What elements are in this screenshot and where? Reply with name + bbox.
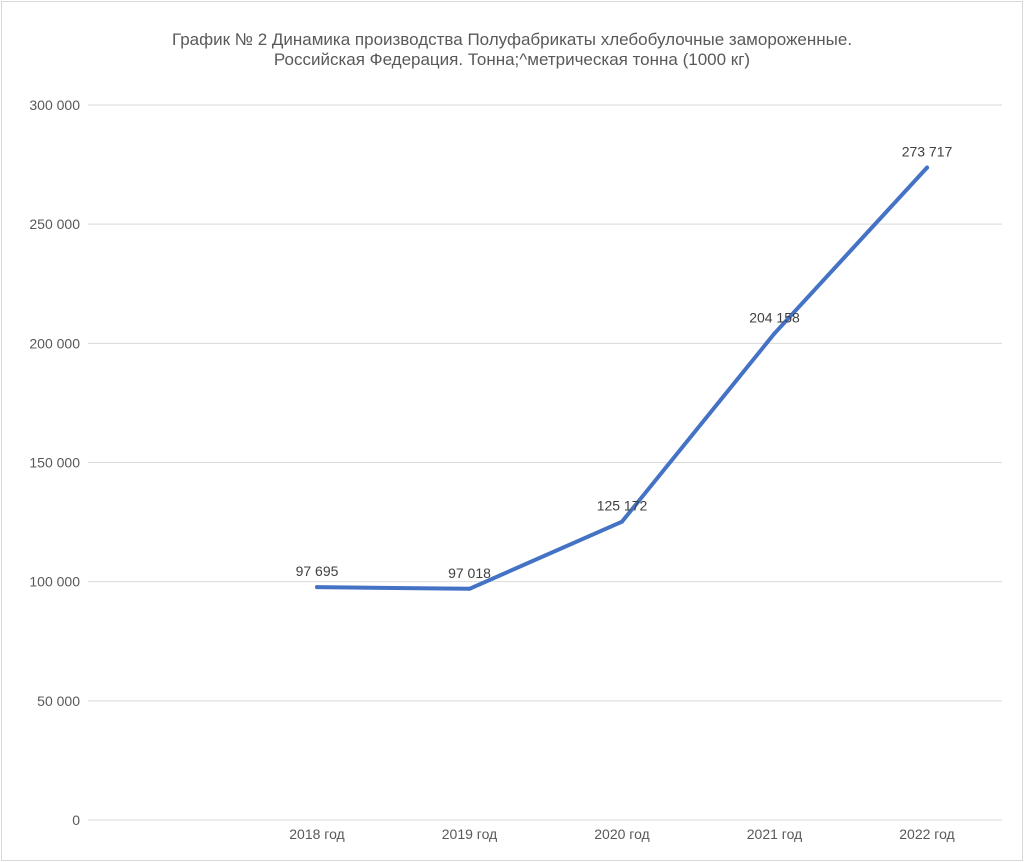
data-label: 273 717	[902, 144, 953, 160]
data-label: 97 695	[296, 563, 339, 579]
x-tick-label: 2022 год	[899, 826, 954, 842]
chart-subtitle: Российская Федерация. Тонна;^метрическая…	[273, 50, 751, 69]
data-label: 125 172	[597, 498, 648, 514]
x-tick-label: 2020 год	[594, 826, 649, 842]
data-point	[925, 165, 929, 170]
x-tick-label: 2019 год	[442, 826, 497, 842]
data-label: 204 158	[749, 309, 800, 325]
chart-title-block: График № 2 Динамика производства Полуфаб…	[0, 30, 1024, 70]
chart-title: График № 2 Динамика производства Полуфаб…	[171, 30, 853, 49]
y-tick-label: 250 000	[29, 216, 80, 232]
data-point	[315, 585, 319, 590]
x-tick-label: 2021 год	[747, 826, 802, 842]
data-point	[620, 519, 624, 524]
y-tick-label: 300 000	[29, 97, 80, 113]
series-line	[315, 165, 929, 591]
y-tick-label: 50 000	[37, 693, 80, 709]
y-tick-label: 200 000	[29, 335, 80, 351]
y-tick-label: 150 000	[29, 455, 80, 471]
x-tick-label: 2018 год	[289, 826, 344, 842]
data-point	[772, 331, 777, 336]
data-label: 97 018	[448, 565, 491, 581]
y-tick-label: 0	[72, 812, 80, 828]
y-tick-label: 100 000	[29, 574, 80, 590]
data-point	[467, 586, 472, 591]
